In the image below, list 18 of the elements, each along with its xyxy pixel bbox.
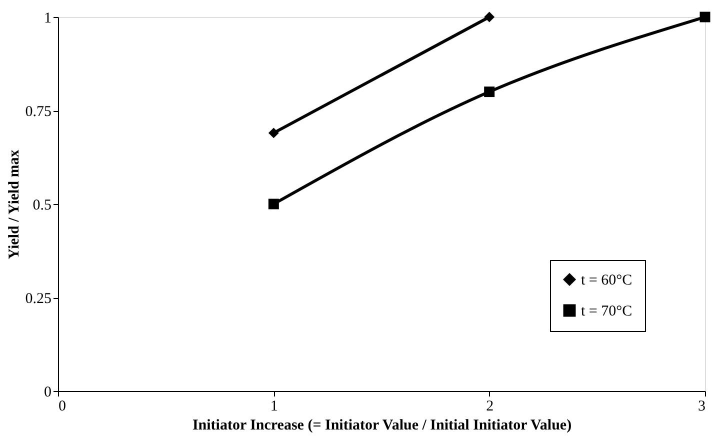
point (484, 12, 495, 22)
y-tick-label: 0.25 (25, 291, 52, 307)
point (268, 198, 279, 210)
x-tick-label: 2 (486, 398, 494, 414)
x-tick-label: 1 (270, 398, 278, 414)
x-tick-label: 0 (58, 398, 66, 414)
y-axis-title: Yield / Yield max (6, 149, 22, 260)
y-tick-label: 0.75 (25, 104, 52, 120)
x-axis-title: Initiator Increase (= Initiator Value / Initial Initiator Value) (192, 418, 572, 434)
y-tick-label: 0 (44, 384, 52, 400)
point (700, 12, 710, 22)
x-tick-label: 3 (698, 398, 706, 414)
legend-label: t = 70°C (581, 304, 632, 320)
legend-label: t = 60°C (581, 272, 632, 288)
y-tick-label: 0.5 (32, 198, 52, 214)
point (268, 128, 279, 138)
point (484, 86, 495, 98)
y-tick-label: 1 (44, 10, 52, 26)
